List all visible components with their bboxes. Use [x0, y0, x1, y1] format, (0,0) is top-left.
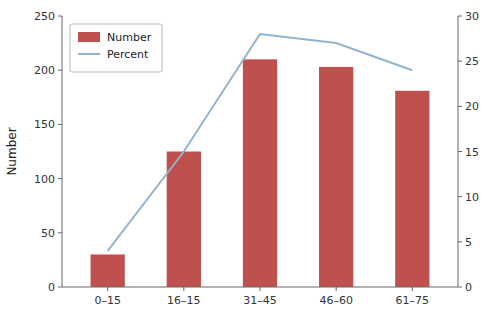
y-tick-label: 50 — [41, 227, 55, 240]
y2-tick — [458, 241, 462, 242]
legend-label: Percent — [107, 48, 149, 61]
legend: Number Percent — [70, 24, 162, 72]
y-tick — [58, 178, 62, 179]
y-tick — [58, 16, 62, 17]
x-tick-label: 31–45 — [243, 294, 277, 307]
x-tick — [412, 287, 413, 291]
y-tick — [58, 70, 62, 71]
legend-box — [70, 24, 162, 72]
y-tick-label: 150 — [34, 118, 55, 131]
y2-tick — [458, 151, 462, 152]
y-tick-label: 0 — [48, 281, 55, 294]
y2-tick-label: 15 — [465, 146, 479, 159]
x-tick — [183, 287, 184, 291]
y2-tick — [458, 196, 462, 197]
x-tick-label: 46–60 — [319, 294, 353, 307]
y2-tick-label: 0 — [465, 281, 472, 294]
y2-tick — [458, 106, 462, 107]
y2-tick-label: 20 — [465, 100, 479, 113]
y-tick-label: 100 — [34, 173, 55, 186]
chart-svg: 0 50 100 150 200 250 0 5 10 15 20 25 30 0–15 16–15 31–4… — [0, 0, 500, 321]
chart-container: 0 50 100 150 200 250 0 5 10 15 20 25 30 0–15 16–15 31–4… — [0, 0, 500, 321]
legend-swatch — [78, 32, 100, 42]
y-tick-label: 250 — [34, 10, 55, 23]
y2-tick — [458, 287, 462, 288]
y2-tick — [458, 61, 462, 62]
bar — [395, 91, 429, 287]
x-tick-label: 61–75 — [396, 294, 430, 307]
y-tick — [58, 232, 62, 233]
x-tick — [336, 287, 337, 291]
y2-tick-label: 5 — [465, 236, 472, 249]
y2-tick-label: 10 — [465, 191, 479, 204]
bar — [319, 67, 353, 287]
x-tick — [260, 287, 261, 291]
x-tick — [107, 287, 108, 291]
legend-swatch — [78, 53, 100, 55]
y-tick — [58, 124, 62, 125]
legend-label: Number — [107, 31, 152, 44]
y2-tick-label: 25 — [465, 55, 479, 68]
y-axis-label: Number — [5, 127, 19, 175]
y-tick — [58, 287, 62, 288]
x-tick-label: 16–15 — [167, 294, 201, 307]
bar — [91, 254, 125, 287]
x-tick-label: 0–15 — [94, 294, 121, 307]
bar — [167, 152, 201, 288]
y2-tick — [458, 16, 462, 17]
y-axis-line — [62, 16, 63, 287]
y-tick-label: 200 — [34, 64, 55, 77]
y2-tick-label: 30 — [465, 10, 479, 23]
bar — [243, 59, 277, 287]
